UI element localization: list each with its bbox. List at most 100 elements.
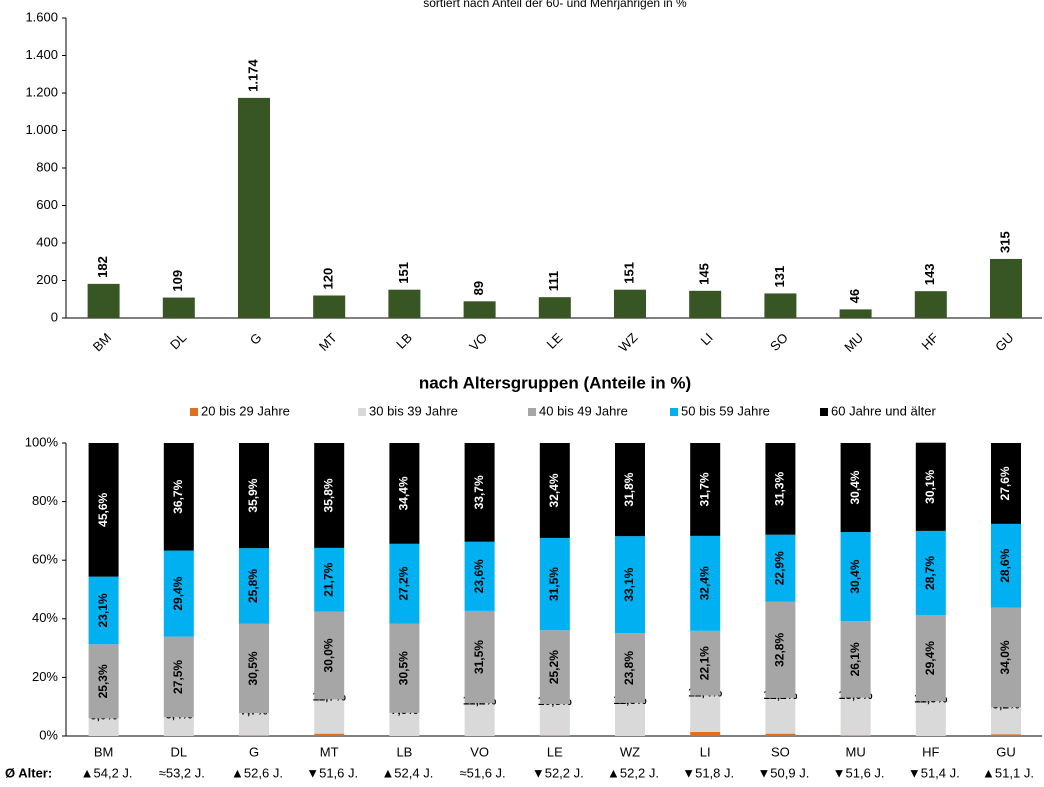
- legend-label: 20 bis 29 Jahre: [201, 403, 290, 418]
- value-label: 36,7%: [171, 479, 185, 513]
- bar-segment: [464, 541, 495, 611]
- y-tick-label: 1.400: [25, 47, 58, 62]
- y-tick-label: 60%: [32, 552, 58, 567]
- bar-segment: [163, 636, 194, 718]
- bar: [614, 289, 646, 318]
- footer-value: ▼51,4 J.: [908, 765, 960, 780]
- x-tick-label: SO: [771, 744, 790, 759]
- bar-segment: [615, 536, 645, 634]
- x-tick-label: DL: [170, 744, 187, 759]
- value-label: 143: [922, 263, 937, 285]
- value-label: 28,6%: [998, 548, 1012, 582]
- value-label: 23,6%: [472, 559, 486, 593]
- x-tick-label: WZ: [616, 330, 641, 355]
- value-label: 23,8%: [622, 651, 636, 685]
- x-tick-label: LI: [700, 744, 711, 759]
- bar-segment: [690, 535, 721, 631]
- bar-segment: [765, 443, 796, 535]
- x-tick-label: MT: [320, 744, 339, 759]
- value-label: 46: [847, 289, 862, 303]
- bar-segment: [163, 717, 194, 736]
- y-tick-label: 400: [36, 234, 58, 249]
- bar-segment: [314, 443, 345, 548]
- x-tick-label: LB: [393, 330, 415, 352]
- bar-segment: [88, 718, 119, 736]
- bar-segment: [539, 537, 570, 631]
- value-label: 30,0%: [321, 638, 335, 672]
- bar-segment: [239, 548, 269, 624]
- y-tick-label: 800: [36, 159, 58, 174]
- footer-value: ▼51,8 J.: [682, 765, 734, 780]
- x-tick-label: WZ: [620, 744, 640, 759]
- value-label: 25,3%: [96, 664, 110, 698]
- value-label: 30,4%: [848, 559, 862, 593]
- bar: [238, 97, 270, 318]
- value-label: 25,2%: [547, 650, 561, 684]
- value-label: 35,8%: [321, 478, 335, 512]
- bar-segment: [765, 697, 796, 734]
- legend-swatch: [820, 408, 828, 416]
- bar-segment: [239, 713, 269, 736]
- footer-value: ▲52,6 J.: [231, 765, 283, 780]
- y-tick-label: 0%: [39, 727, 58, 742]
- bar-segment: [690, 695, 721, 732]
- bar-segment: [840, 532, 871, 622]
- bar-segment: [163, 550, 194, 637]
- value-label: 111: [546, 271, 561, 291]
- bar-segment: [389, 543, 420, 624]
- y-tick-label: 20%: [32, 669, 58, 684]
- value-label: 30,4%: [848, 470, 862, 504]
- x-tick-label: LI: [697, 330, 715, 348]
- value-label: 30,5%: [397, 651, 411, 685]
- bar-segment: [615, 443, 645, 537]
- bar: [463, 301, 496, 318]
- value-label: 27,6%: [998, 466, 1012, 500]
- x-tick-label: MU: [845, 744, 865, 759]
- value-label: 31,3%: [773, 472, 787, 506]
- bar: [162, 297, 195, 318]
- value-label: 27,5%: [171, 660, 185, 694]
- x-tick-label: MU: [841, 330, 866, 355]
- bar-segment: [615, 702, 645, 736]
- footer-value: ▼51,6 J.: [306, 765, 358, 780]
- bar-segment: [88, 443, 119, 577]
- x-tick-label: LE: [547, 744, 563, 759]
- value-label: 145: [697, 263, 712, 285]
- bar-segment: [840, 697, 871, 736]
- value-label: 30,5%: [246, 651, 260, 685]
- value-label: 45,6%: [96, 492, 110, 526]
- value-label: 32,4%: [547, 473, 561, 507]
- legend-label: 50 bis 59 Jahre: [681, 403, 770, 418]
- footer-value: ▲51,1 J.: [982, 765, 1034, 780]
- bar-segment: [464, 703, 495, 736]
- footer-value: ▲52,2 J.: [607, 765, 659, 780]
- x-tick-label: VO: [470, 744, 489, 759]
- bar-segment: [163, 443, 194, 551]
- bar-segment: [239, 443, 269, 549]
- y-tick-label: 1.200: [25, 84, 58, 99]
- value-label: 131: [772, 266, 787, 288]
- bar-segment: [464, 443, 495, 542]
- value-label: 31,5%: [472, 640, 486, 674]
- footer-value: ▼50,9 J.: [757, 765, 809, 780]
- value-label: 33,1%: [622, 567, 636, 601]
- x-tick-label: LB: [396, 744, 412, 759]
- footer-value: ≈53,2 J.: [159, 765, 205, 780]
- bar-segment: [915, 701, 946, 736]
- bar-segment: [88, 576, 119, 645]
- y-tick-label: 100%: [25, 434, 59, 449]
- x-tick-label: G: [249, 744, 259, 759]
- bar: [764, 293, 797, 318]
- x-tick-label: HF: [922, 744, 939, 759]
- bar-segment: [765, 534, 796, 602]
- y-tick-label: 1.000: [25, 122, 58, 137]
- value-label: 32,8%: [773, 633, 787, 667]
- value-label: 315: [997, 231, 1012, 253]
- value-label: 26,1%: [848, 642, 862, 676]
- value-label: 35,9%: [246, 478, 260, 512]
- bar-segment: [690, 630, 721, 696]
- legend-label: 30 bis 39 Jahre: [369, 403, 458, 418]
- x-tick-label: HF: [918, 330, 941, 353]
- bar: [87, 283, 120, 318]
